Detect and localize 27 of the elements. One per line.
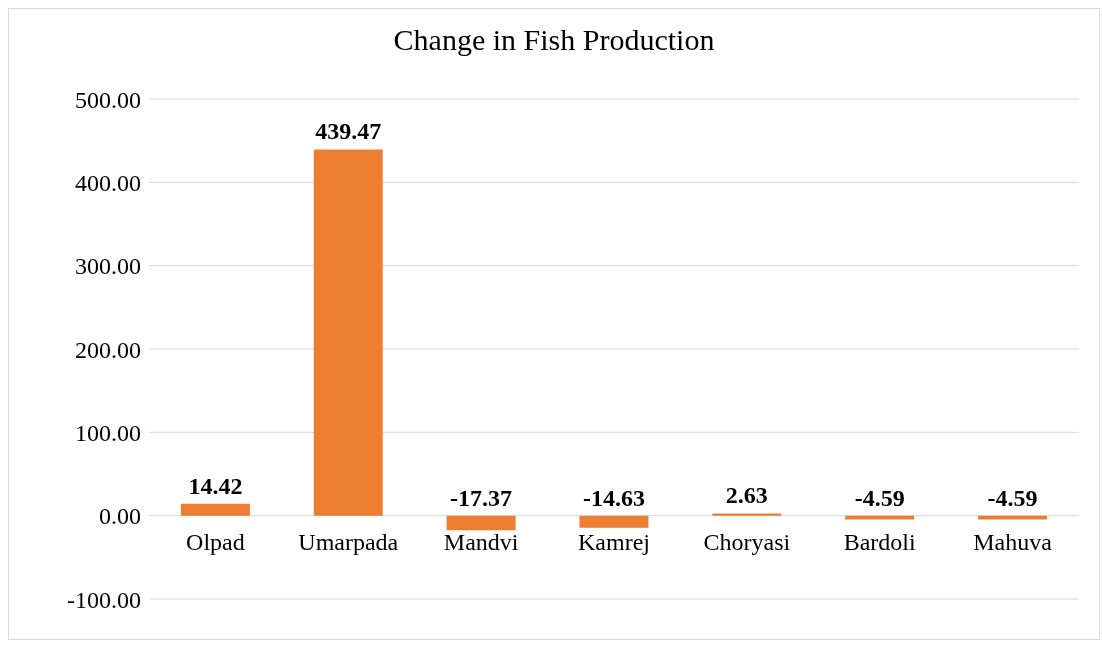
data-label: -14.63 bbox=[582, 484, 645, 511]
y-tick-label: 300.00 bbox=[75, 253, 141, 280]
x-tick-label: Mandvi bbox=[443, 528, 519, 555]
x-tick-label: Choryasi bbox=[703, 528, 791, 555]
x-tick-label: Umarpada bbox=[298, 528, 399, 555]
x-tick-label: Bardoli bbox=[843, 528, 917, 555]
x-tick-label: Mahuva bbox=[973, 528, 1053, 555]
x-tick-label: Kamrej bbox=[578, 528, 650, 555]
y-tick-label: 0.00 bbox=[99, 503, 141, 530]
data-label: 14.42 bbox=[188, 472, 243, 499]
data-label: 2.63 bbox=[725, 482, 768, 509]
bar bbox=[579, 515, 649, 528]
bar bbox=[446, 515, 516, 531]
y-tick-label: -100.00 bbox=[67, 586, 141, 613]
data-label: -4.59 bbox=[987, 484, 1038, 511]
x-tick-label: Olpad bbox=[186, 528, 245, 555]
y-tick-label: 500.00 bbox=[75, 86, 141, 113]
bar bbox=[712, 513, 782, 516]
data-label: 439.47 bbox=[315, 118, 382, 145]
data-label: -17.37 bbox=[450, 484, 513, 511]
y-tick-label: 400.00 bbox=[75, 169, 141, 196]
bar bbox=[180, 503, 250, 516]
data-label: -4.59 bbox=[854, 484, 905, 511]
y-tick-label: 200.00 bbox=[75, 336, 141, 363]
bar bbox=[313, 149, 383, 516]
y-tick-label: 100.00 bbox=[75, 419, 141, 446]
chart-title: Change in Fish Production bbox=[392, 23, 716, 57]
